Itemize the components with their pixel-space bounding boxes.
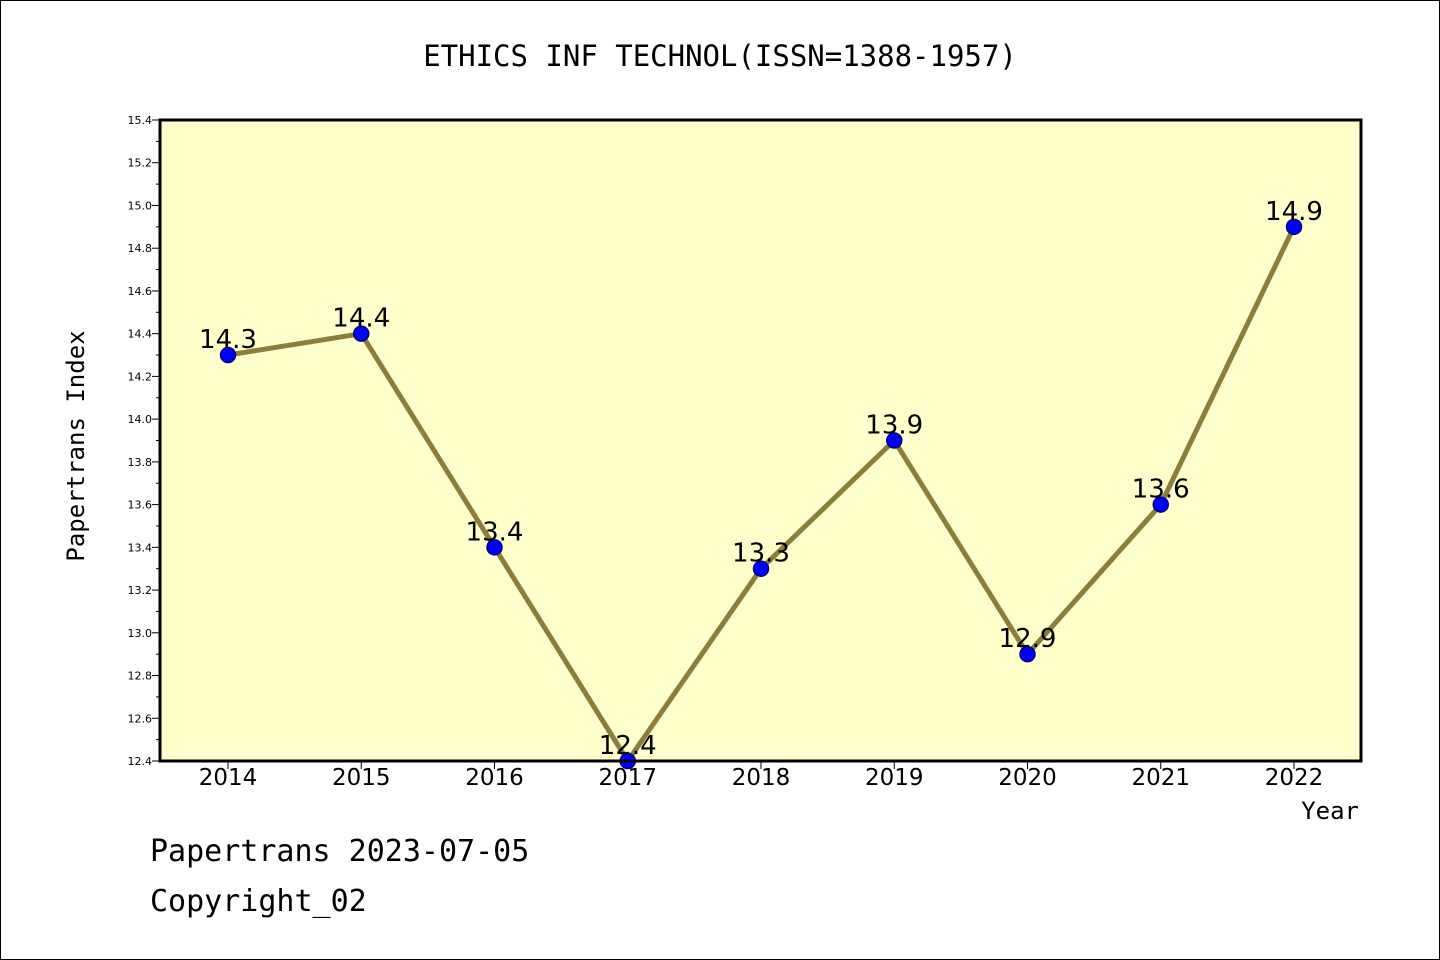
data-point — [486, 539, 503, 556]
x-tick-label: 2016 — [465, 765, 524, 791]
y-tick-label: 12.6 — [128, 712, 153, 725]
x-tick-label: 2017 — [598, 765, 657, 791]
y-tick-label: 13.6 — [128, 499, 153, 512]
y-tick-label: 13.2 — [128, 584, 153, 597]
y-tick-label: 14.8 — [128, 242, 153, 255]
footer-copyright-text: Copyright_02 — [150, 884, 367, 919]
data-point — [886, 432, 903, 449]
y-tick-label: 12.8 — [128, 670, 153, 683]
x-tick-label: 2015 — [332, 765, 391, 791]
data-label: 13.9 — [865, 411, 923, 441]
y-axis: 12.4 12.6 12.8 13.0 13.2 13.4 13.6 13.8 14.0 14.2… — [128, 114, 160, 768]
data-label: 13.6 — [1132, 475, 1190, 505]
y-tick-label: 13.0 — [128, 627, 153, 640]
data-point — [1152, 496, 1169, 513]
data-label: 13.3 — [732, 539, 790, 569]
data-point — [752, 560, 770, 577]
data-label: 14.3 — [199, 325, 257, 355]
x-axis: 2014 2015 2016 2017 2018 2019 2020 2021 2022 — [199, 761, 1324, 791]
data-point — [219, 346, 237, 364]
data-label: 13.4 — [466, 517, 524, 547]
series-group: 14.3 14.4 13.4 12.4 13.3 13.9 12.9 13.6 14.9 — [199, 197, 1323, 770]
data-point — [353, 325, 370, 342]
x-tick-label: 2014 — [199, 765, 258, 791]
data-label: 14.9 — [1265, 197, 1323, 227]
x-tick-label: 2018 — [732, 765, 791, 791]
plot-area — [160, 120, 1361, 761]
y-axis-label: Papertrans Index — [62, 330, 90, 561]
y-tick-label: 15.0 — [128, 199, 153, 212]
chart-title: ETHICS INF TECHNOL(ISSN=1388-1957) — [423, 39, 1017, 73]
y-tick-label: 15.2 — [128, 157, 153, 170]
y-tick-label: 14.2 — [128, 370, 153, 383]
x-tick-label: 2020 — [998, 765, 1057, 791]
y-tick-label: 14.4 — [128, 328, 153, 341]
y-tick-label: 14.6 — [128, 285, 153, 298]
plot-border — [158, 118, 1363, 763]
y-tick-label: 13.8 — [128, 456, 153, 469]
y-tick-label: 13.4 — [128, 541, 153, 554]
data-point — [1285, 218, 1303, 236]
x-axis-label: Year — [1301, 797, 1359, 825]
data-label: 14.4 — [332, 304, 390, 334]
data-label: 12.4 — [599, 731, 657, 761]
x-tick-label: 2019 — [865, 765, 924, 791]
data-point — [1019, 645, 1036, 663]
footer-date-text: Papertrans 2023-07-05 — [150, 834, 530, 869]
x-tick-label: 2021 — [1131, 765, 1190, 791]
y-tick-label: 14.0 — [128, 413, 153, 426]
y-tick-label: 12.4 — [128, 755, 153, 768]
y-tick-label: 15.4 — [128, 114, 153, 127]
x-tick-label: 2022 — [1265, 765, 1324, 791]
data-label: 12.9 — [999, 624, 1057, 654]
